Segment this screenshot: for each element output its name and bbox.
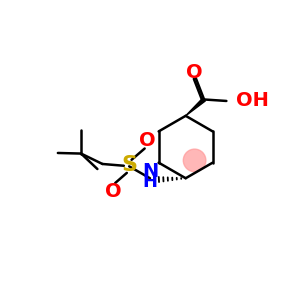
Polygon shape <box>186 98 206 116</box>
Text: H: H <box>142 173 158 191</box>
Text: O: O <box>139 131 155 150</box>
Text: O: O <box>104 182 121 200</box>
Text: S: S <box>121 155 137 175</box>
Text: O: O <box>186 63 202 82</box>
Text: N: N <box>142 162 158 181</box>
Text: OH: OH <box>236 92 269 110</box>
Circle shape <box>183 149 206 172</box>
